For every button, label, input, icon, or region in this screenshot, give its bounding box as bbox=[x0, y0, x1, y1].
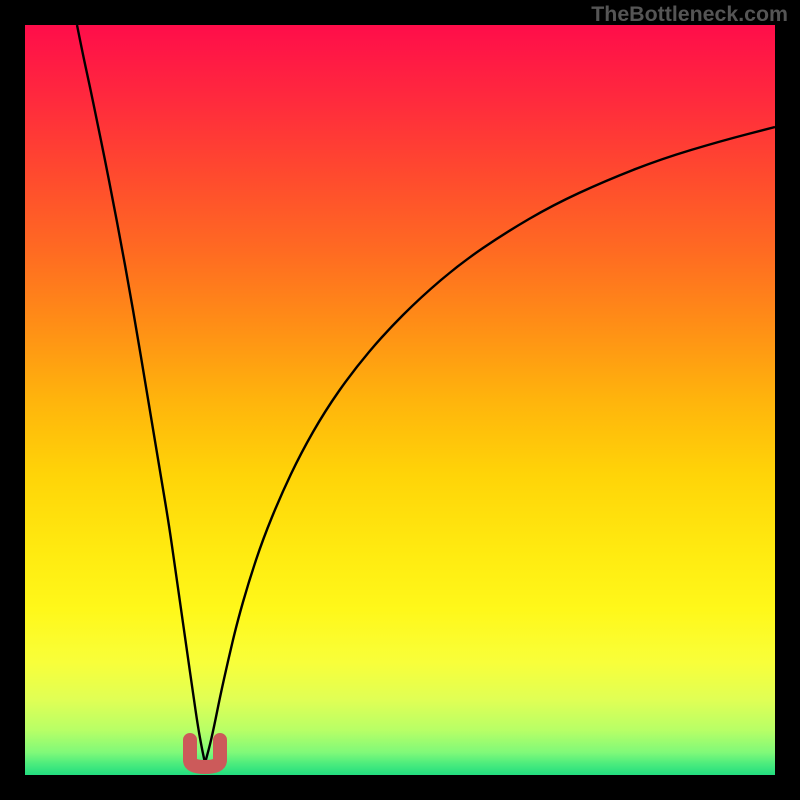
gradient-background bbox=[25, 25, 775, 775]
frame-left bbox=[0, 0, 25, 800]
frame-bottom bbox=[0, 775, 800, 800]
chart-container: TheBottleneck.com bbox=[0, 0, 800, 800]
frame-right bbox=[775, 0, 800, 800]
watermark-text: TheBottleneck.com bbox=[591, 2, 788, 27]
plot-area bbox=[25, 25, 775, 775]
plot-svg bbox=[25, 25, 775, 775]
